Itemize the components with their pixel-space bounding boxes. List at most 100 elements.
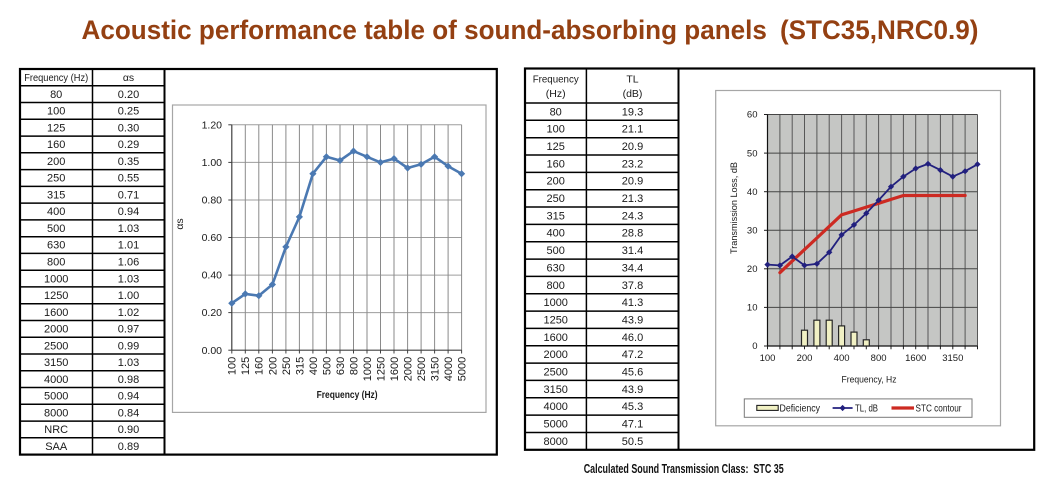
svg-text:1.00: 1.00 [118, 290, 139, 302]
svg-text:0.20: 0.20 [118, 89, 139, 101]
svg-text:0.97: 0.97 [118, 324, 139, 336]
svg-text:630: 630 [547, 262, 565, 274]
svg-text:1600: 1600 [389, 357, 401, 381]
svg-text:Transmission Loss, dB: Transmission Loss, dB [729, 162, 740, 254]
svg-text:100: 100 [227, 357, 239, 375]
svg-text:5000: 5000 [457, 357, 469, 381]
svg-text:0.89: 0.89 [118, 441, 139, 453]
svg-text:500: 500 [547, 245, 565, 257]
svg-text:160: 160 [547, 158, 565, 170]
svg-text:47.1: 47.1 [622, 419, 643, 431]
svg-text:1000: 1000 [543, 297, 567, 309]
svg-text:1.20: 1.20 [202, 119, 223, 131]
svg-text:0.60: 0.60 [202, 232, 223, 244]
svg-text:30: 30 [747, 226, 758, 237]
svg-text:SAA: SAA [45, 441, 68, 453]
svg-text:3150: 3150 [430, 357, 442, 381]
svg-text:21.1: 21.1 [622, 124, 643, 136]
svg-text:2000: 2000 [44, 324, 68, 336]
svg-text:43.9: 43.9 [622, 384, 643, 396]
svg-text:0.84: 0.84 [118, 407, 139, 419]
svg-text:1.01: 1.01 [118, 240, 139, 252]
svg-text:31.4: 31.4 [622, 245, 643, 257]
svg-text:Frequency, Hz: Frequency, Hz [842, 374, 897, 385]
svg-text:(Hz): (Hz) [546, 88, 566, 100]
svg-text:2500: 2500 [543, 367, 567, 379]
svg-text:20.9: 20.9 [622, 141, 643, 153]
svg-text:4000: 4000 [44, 374, 68, 386]
svg-text:1600: 1600 [543, 332, 567, 344]
svg-text:20.9: 20.9 [622, 176, 643, 188]
svg-text:0.00: 0.00 [202, 345, 223, 357]
svg-text:1.00: 1.00 [202, 157, 223, 169]
svg-text:315: 315 [547, 210, 565, 222]
svg-text:160: 160 [47, 139, 65, 151]
svg-text:0.29: 0.29 [118, 139, 139, 151]
svg-text:24.3: 24.3 [622, 210, 643, 222]
svg-text:0.25: 0.25 [118, 106, 139, 118]
svg-text:4000: 4000 [543, 401, 567, 413]
svg-text:0.80: 0.80 [202, 195, 223, 207]
svg-text:αs: αs [174, 218, 186, 229]
svg-text:400: 400 [834, 353, 850, 364]
svg-text:1.06: 1.06 [118, 257, 139, 269]
svg-text:1250: 1250 [44, 290, 68, 302]
svg-text:315: 315 [47, 189, 65, 201]
svg-text:400: 400 [547, 228, 565, 240]
svg-text:0: 0 [752, 341, 757, 352]
svg-text:43.9: 43.9 [622, 314, 643, 326]
svg-text:4000: 4000 [443, 357, 455, 381]
svg-text:0.99: 0.99 [118, 340, 139, 352]
svg-text:50.5: 50.5 [622, 436, 643, 448]
svg-text:0.98: 0.98 [118, 374, 139, 386]
svg-text:Frequency (Hz): Frequency (Hz) [24, 72, 88, 84]
svg-text:47.2: 47.2 [622, 349, 643, 361]
svg-text:0.30: 0.30 [118, 122, 139, 134]
svg-text:41.3: 41.3 [622, 297, 643, 309]
svg-text:200: 200 [47, 156, 65, 168]
svg-text:400: 400 [308, 357, 320, 375]
svg-text:2000: 2000 [403, 357, 415, 381]
svg-text:80: 80 [50, 89, 62, 101]
svg-text:250: 250 [281, 357, 293, 375]
svg-text:500: 500 [321, 357, 333, 375]
svg-text:0.94: 0.94 [118, 391, 139, 403]
svg-text:10: 10 [747, 303, 758, 314]
svg-text:5000: 5000 [44, 391, 68, 403]
svg-text:60: 60 [747, 110, 758, 121]
svg-text:0.90: 0.90 [118, 424, 139, 436]
svg-text:200: 200 [547, 176, 565, 188]
svg-text:Acoustic performance table of: Acoustic performance table of sound-abso… [82, 15, 979, 45]
svg-text:400: 400 [47, 206, 65, 218]
svg-text:800: 800 [871, 353, 887, 364]
svg-text:1600: 1600 [905, 353, 926, 364]
svg-text:800: 800 [348, 357, 360, 375]
svg-text:0.40: 0.40 [202, 270, 223, 282]
svg-text:500: 500 [47, 223, 65, 235]
svg-text:200: 200 [267, 357, 279, 375]
svg-text:250: 250 [47, 173, 65, 185]
svg-text:(dB): (dB) [623, 88, 643, 100]
svg-text:630: 630 [335, 357, 347, 375]
svg-text:100: 100 [547, 124, 565, 136]
svg-text:0.71: 0.71 [118, 189, 139, 201]
svg-text:STC contour: STC contour [916, 403, 963, 414]
svg-text:125: 125 [47, 122, 65, 134]
svg-text:8000: 8000 [44, 407, 68, 419]
svg-text:800: 800 [547, 280, 565, 292]
svg-text:TL, dB: TL, dB [855, 403, 878, 414]
svg-text:2500: 2500 [44, 340, 68, 352]
svg-text:5000: 5000 [543, 419, 567, 431]
svg-text:3150: 3150 [543, 384, 567, 396]
svg-text:0.20: 0.20 [202, 307, 223, 319]
svg-text:125: 125 [240, 357, 252, 375]
svg-text:1.03: 1.03 [118, 273, 139, 285]
svg-text:3150: 3150 [44, 357, 68, 369]
svg-text:Frequency (Hz): Frequency (Hz) [317, 389, 378, 401]
svg-text:200: 200 [797, 353, 813, 364]
svg-text:19.3: 19.3 [622, 106, 643, 118]
svg-text:1.03: 1.03 [118, 223, 139, 235]
svg-text:34.4: 34.4 [622, 262, 643, 274]
svg-text:TL: TL [626, 74, 638, 86]
svg-text:1000: 1000 [362, 357, 374, 381]
